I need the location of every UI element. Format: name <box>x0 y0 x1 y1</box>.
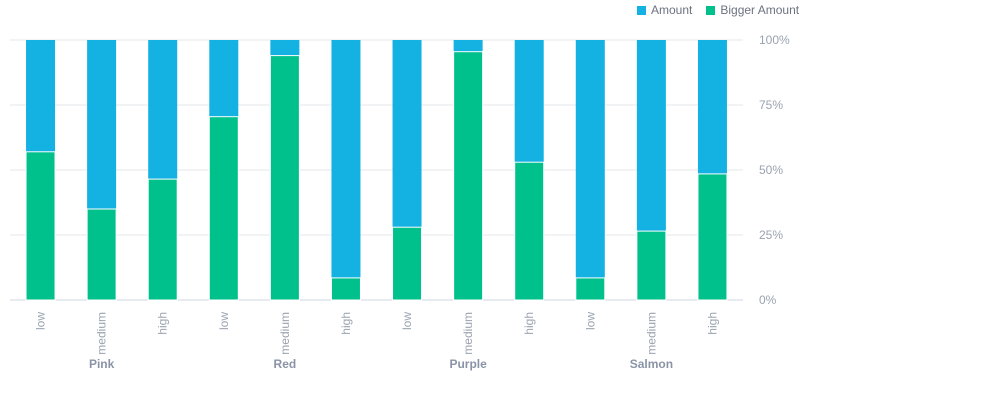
bar-amount <box>453 40 483 52</box>
x-group-label: Purple <box>449 357 487 371</box>
bar-bigger-amount <box>25 151 56 301</box>
legend-swatch-amount <box>637 5 646 15</box>
bar-amount <box>26 40 56 152</box>
bar-bigger-amount <box>208 116 239 301</box>
bar-bigger-amount <box>86 208 117 301</box>
legend-label-bigger-amount: Bigger Amount <box>720 3 800 17</box>
x-tick-label: low <box>400 312 414 330</box>
x-group-label: Red <box>274 357 297 371</box>
bar-bigger-amount <box>697 173 728 301</box>
x-tick-label: high <box>522 312 536 335</box>
bar-bigger-amount <box>147 178 178 301</box>
x-tick-label: medium <box>95 312 109 355</box>
legend-swatch-bigger-amount <box>706 5 716 15</box>
bar-bigger-amount <box>514 161 545 301</box>
legend-label-amount: Amount <box>651 3 693 17</box>
x-tick-label: high <box>705 312 719 335</box>
bar-amount <box>392 40 422 228</box>
chart-legend: Amount Bigger Amount <box>637 3 799 17</box>
x-group-label: Salmon <box>630 357 673 371</box>
bar-bigger-amount <box>636 230 667 301</box>
x-tick-label: low <box>217 312 231 330</box>
legend-item-bigger-amount[interactable]: Bigger Amount <box>706 3 799 17</box>
bar-amount <box>636 40 666 232</box>
bar-amount <box>148 40 178 180</box>
y-tick-label: 50% <box>759 163 783 177</box>
bar-amount <box>575 40 605 278</box>
x-tick-label: high <box>339 312 353 335</box>
bar-bigger-amount <box>392 226 423 301</box>
x-tick-label: medium <box>644 312 658 355</box>
bar-bigger-amount <box>453 51 484 301</box>
y-tick-label: 100% <box>759 33 790 47</box>
y-tick-label: 25% <box>759 228 783 242</box>
bar-amount <box>331 40 361 278</box>
bar-bigger-amount <box>269 55 300 301</box>
x-tick-label: low <box>34 312 48 330</box>
bar-amount <box>87 40 117 209</box>
x-tick-label: low <box>583 312 597 330</box>
bar-bigger-amount <box>575 277 606 301</box>
x-group-label: Pink <box>89 357 115 371</box>
x-tick-label: medium <box>278 312 292 355</box>
bar-bigger-amount <box>330 277 361 301</box>
bar-amount <box>209 40 239 117</box>
bar-amount <box>697 40 727 174</box>
bar-amount <box>514 40 544 163</box>
y-tick-label: 0% <box>759 293 777 307</box>
y-tick-label: 75% <box>759 98 783 112</box>
x-tick-label: medium <box>461 312 475 355</box>
x-tick-label: high <box>156 312 170 335</box>
bar-amount <box>270 40 300 56</box>
legend-item-amount[interactable]: Amount <box>637 3 692 17</box>
